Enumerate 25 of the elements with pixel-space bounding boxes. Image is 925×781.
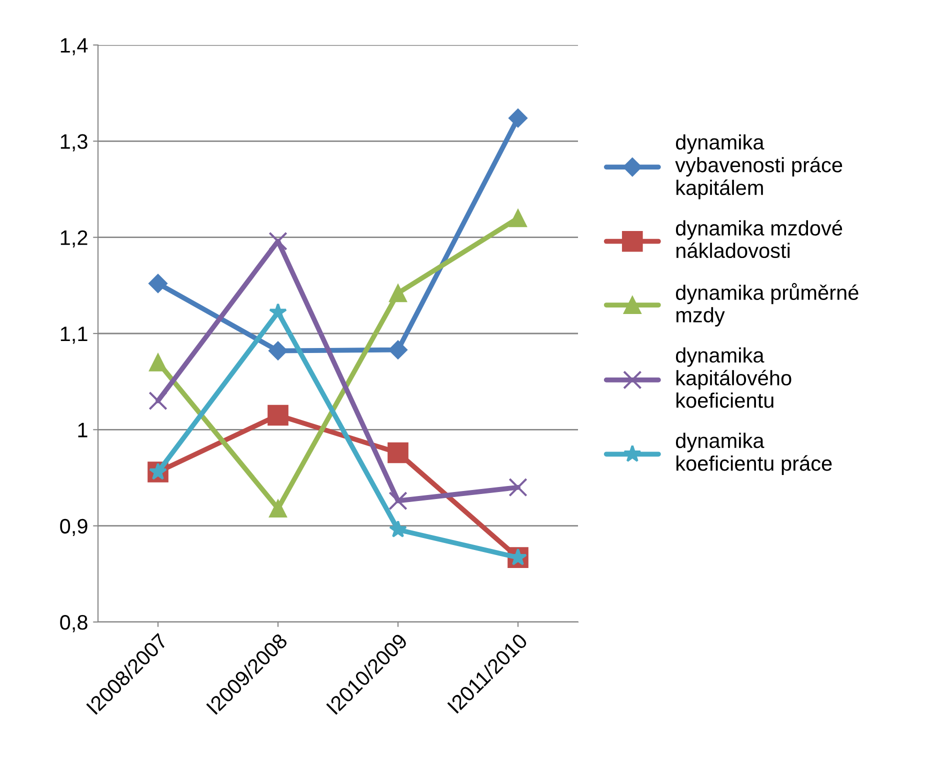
y-tick-label: 1,1 xyxy=(60,326,88,344)
point xyxy=(388,491,408,510)
point xyxy=(148,274,168,294)
point xyxy=(268,232,288,251)
y-tick-label: 0,9 xyxy=(60,518,88,536)
y-tick-label: 1,3 xyxy=(60,134,88,152)
point xyxy=(148,391,168,410)
point xyxy=(388,284,408,302)
point xyxy=(268,499,288,518)
legend-label: dynamika koeficientu práce xyxy=(676,432,832,475)
y-tick-label: 1,4 xyxy=(60,38,88,56)
point xyxy=(389,520,407,538)
point xyxy=(508,108,528,128)
point xyxy=(148,353,168,372)
point xyxy=(508,209,528,228)
point xyxy=(508,478,528,497)
point xyxy=(268,404,288,426)
legend-label: dynamika průměrné mzdy xyxy=(676,282,858,327)
y-tick-label: 1,2 xyxy=(60,230,88,248)
point xyxy=(388,442,408,464)
y-tick-label: 1 xyxy=(78,422,88,438)
legend-label: dynamika kapitálového koeficientu xyxy=(676,347,792,408)
legend-label: dynamika vybavenosti práce kapitálem xyxy=(675,134,842,200)
y-tick-label: 0,8 xyxy=(60,615,88,632)
legend-label: dynamika mzdové nákladovosti xyxy=(676,220,842,258)
